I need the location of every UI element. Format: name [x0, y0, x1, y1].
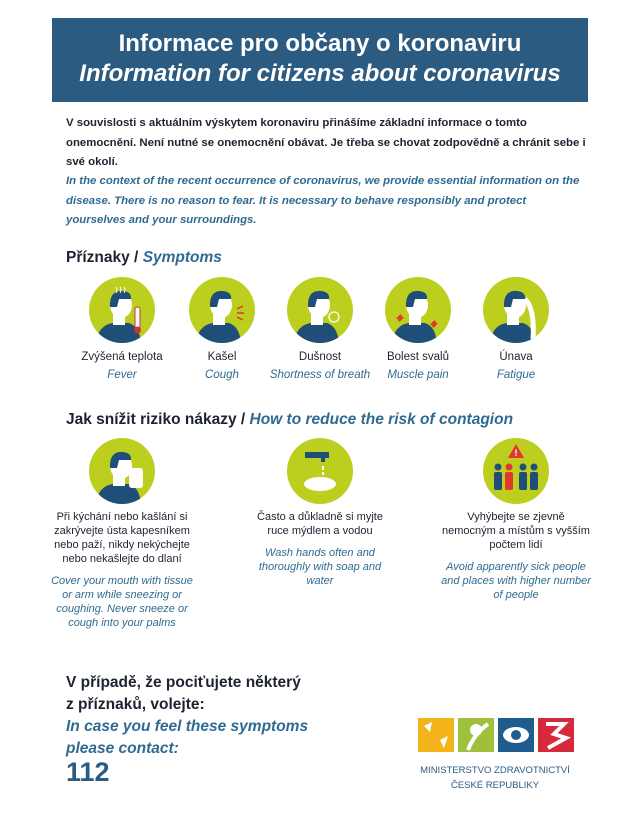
symptom-item: Zvýšená teplota Fever [62, 348, 182, 384]
contact-en: In case you feel these symptoms please c… [66, 718, 309, 757]
prevention-item: Při kýchání nebo kašlání si zakrývejte ú… [47, 510, 197, 630]
contact-text: V případě, že pociťujete některý z přízn… [66, 672, 326, 760]
title-banner: Informace pro občany o koronaviru Inform… [52, 18, 588, 102]
ministry-name-line1: MINISTERSTVO ZDRAVOTNICTVÍ [420, 765, 570, 776]
symptom-label-cz: Bolest svalů [386, 351, 449, 363]
hand-washing-icon [287, 438, 353, 504]
symptoms-heading: Příznaky / Symptoms [66, 249, 222, 267]
svg-text:!: ! [515, 448, 518, 458]
symptom-label-en: Shortness of breath [269, 369, 371, 381]
prevention-item: Často a důkladně si myjte ruce mýdlem a … [245, 510, 395, 588]
ministry-name: MINISTERSTVO ZDRAVOTNICTVÍ ČESKÉ REPUBLI… [410, 763, 580, 793]
symptom-item: Bolest svalů Muscle pain [358, 348, 478, 384]
symptom-label-en: Fever [107, 369, 137, 381]
symptoms-heading-en: Symptoms [142, 249, 222, 266]
title-cz: Informace pro občany o koronaviru [118, 30, 522, 57]
ministry-name-line2: ČESKÉ REPUBLIKY [450, 780, 540, 791]
prevention-heading: Jak snížit riziko nákazy / How to reduce… [66, 411, 513, 429]
symptom-label-en: Cough [205, 369, 239, 381]
prevention-text-cz: Při kýchání nebo kašlání si zakrývejte ú… [54, 511, 190, 565]
cough-icon [189, 277, 255, 343]
fever-icon [89, 277, 155, 343]
fatigue-icon [483, 277, 549, 343]
symptom-item: Dušnost Shortness of breath [260, 348, 380, 384]
title-en: Information for citizens about coronavir… [79, 60, 561, 87]
prevention-text-cz: Vyhýbejte se zjevně nemocným a místům s … [442, 511, 590, 551]
prevention-text-en: Cover your mouth with tissue or arm whil… [51, 575, 193, 629]
ministry-logo [418, 718, 574, 752]
emergency-number: 112 [66, 757, 110, 787]
logo-yellow-block [418, 718, 454, 752]
symptoms-heading-cz: Příznaky / [66, 249, 139, 266]
symptom-label-cz: Dušnost [298, 351, 342, 363]
prevention-text-cz: Často a důkladně si myjte ruce mýdlem a … [257, 511, 383, 537]
symptom-label-en: Muscle pain [387, 369, 449, 381]
prevention-text-en: Avoid apparently sick people and places … [441, 561, 591, 601]
sneeze-into-tissue-icon [89, 438, 155, 504]
symptom-label-cz: Zvýšená teplota [81, 351, 163, 363]
symptom-label-en: Fatigue [496, 369, 536, 381]
symptom-item: Únava Fatigue [456, 348, 576, 384]
symptom-label-cz: Únava [499, 351, 533, 363]
prevention-text-en: Wash hands often and thoroughly with soa… [258, 547, 382, 587]
symptom-item: Kašel Cough [162, 348, 282, 384]
muscle-pain-icon [385, 277, 451, 343]
contact-cz: V případě, že pociťujete některý z přízn… [66, 674, 301, 713]
crowd-warning-icon: ! [483, 438, 549, 504]
intro-cz: V souvislosti s aktuálním výskytem koron… [66, 117, 586, 168]
prevention-item: Vyhýbejte se zjevně nemocným a místům s … [441, 510, 591, 602]
prevention-heading-cz: Jak snížit riziko nákazy / [66, 411, 246, 428]
shortness-of-breath-icon [287, 277, 353, 343]
symptom-label-cz: Kašel [207, 351, 237, 363]
intro-en: In the context of the recent occurrence … [66, 175, 580, 226]
prevention-heading-en: How to reduce the risk of contagion [249, 411, 514, 428]
